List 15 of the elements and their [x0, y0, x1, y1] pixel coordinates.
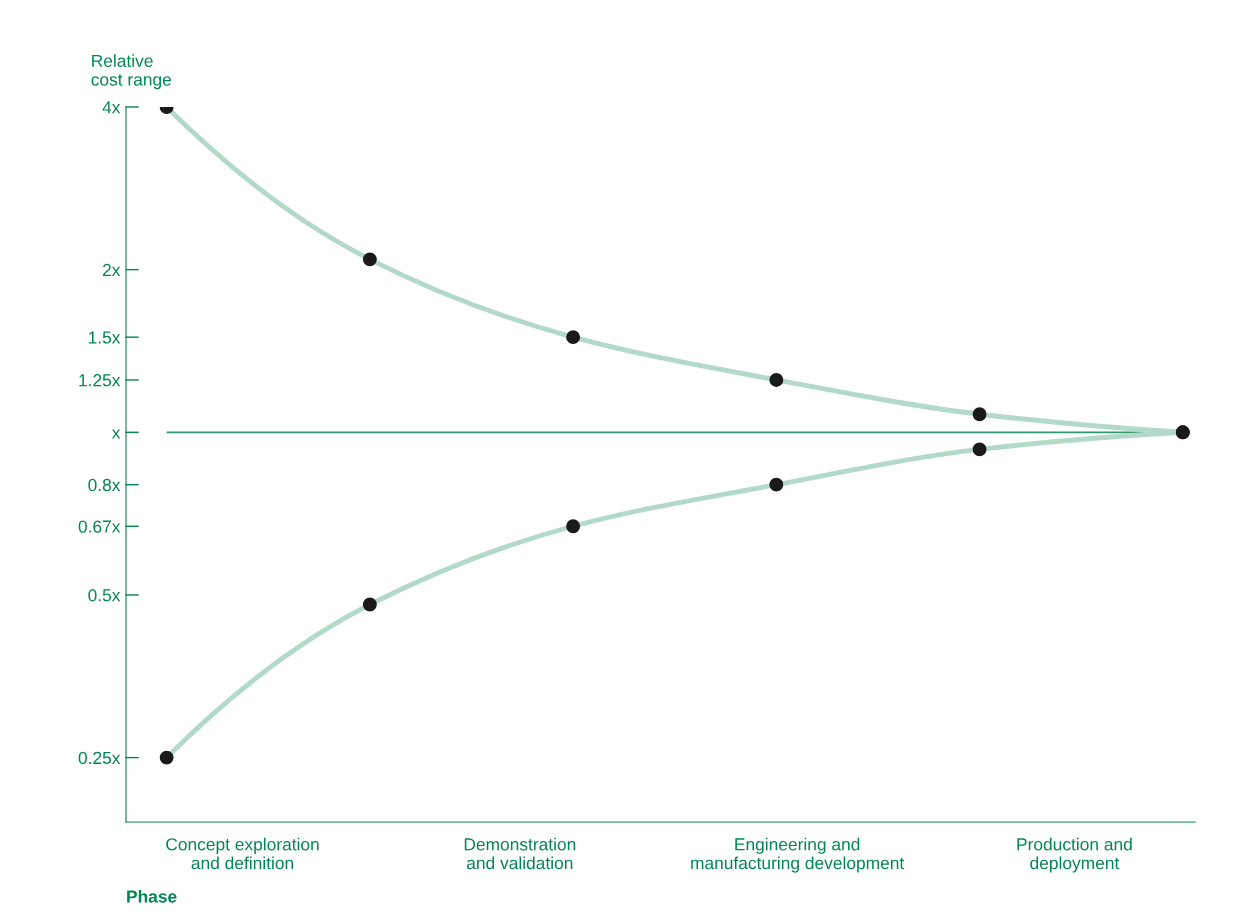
- text: Engineering and manufacturing development: [691, 837, 905, 873]
- text: Demonstration and validation: [464, 837, 576, 870]
- y-tick-label: 2x: [102, 263, 121, 276]
- y-tick-label: 0.25x: [78, 751, 121, 765]
- y-tick-label: 4x: [102, 101, 121, 114]
- text: Production and deployment: [1017, 837, 1132, 873]
- y-axis-title: Relative cost range: [91, 54, 172, 90]
- y-tick-label: x: [111, 429, 121, 439]
- x-axis-title: Phase: [127, 889, 177, 903]
- y-tick-label: 0.8x: [88, 478, 121, 492]
- y-tick-label: 1.25x: [79, 374, 121, 387]
- text: Concept exploration and definition: [166, 837, 319, 870]
- y-tick-label: 1.5x: [88, 331, 121, 344]
- y-tick-label: 0.5x: [88, 589, 121, 602]
- y-tick-label: 0.67x: [78, 520, 121, 533]
